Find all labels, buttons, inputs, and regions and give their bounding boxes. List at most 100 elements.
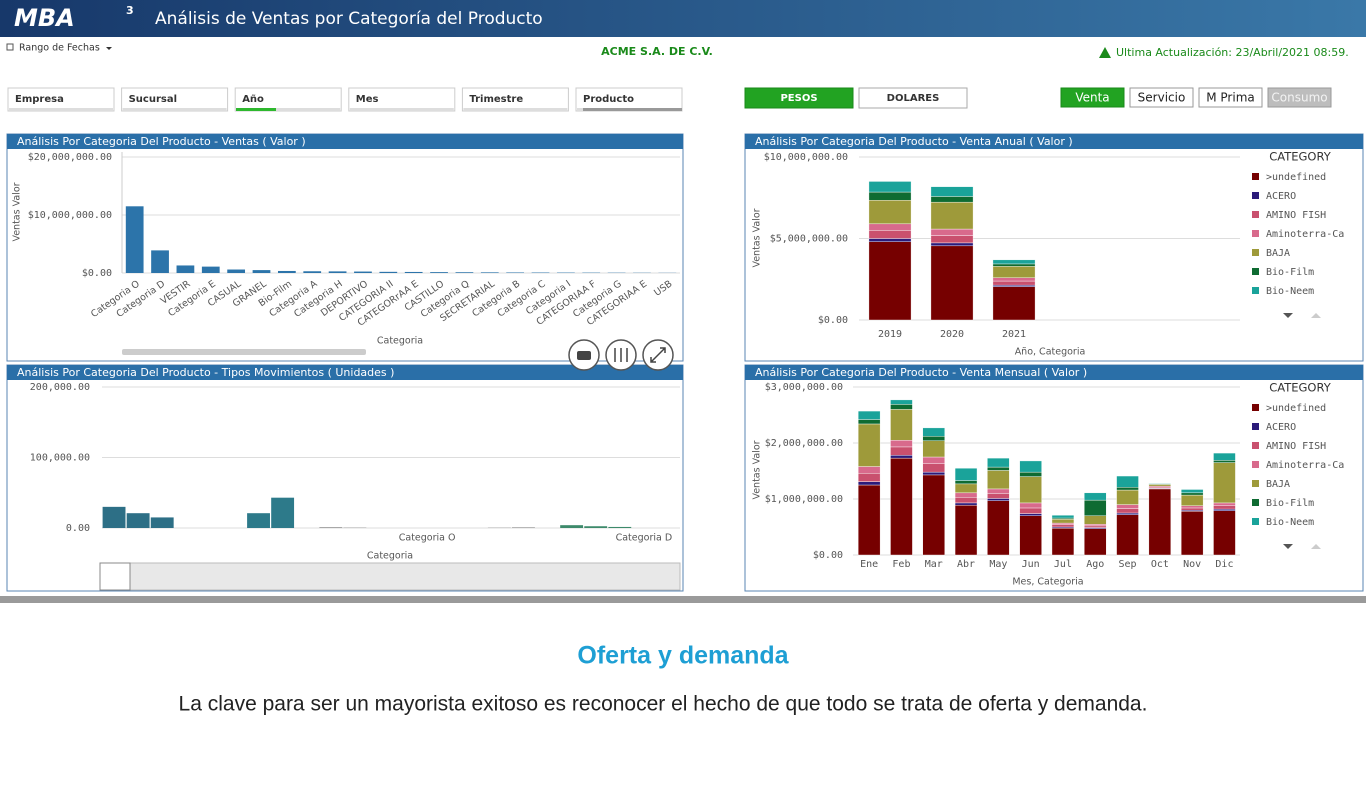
x-tick-label: Categoria O (399, 533, 456, 544)
legend-label[interactable]: AMINO FISH (1266, 441, 1326, 452)
type-label[interactable]: Servicio (1138, 91, 1186, 105)
legend-label[interactable]: Bio-Film (1266, 498, 1314, 509)
legend-label[interactable]: AMINO FISH (1266, 210, 1326, 221)
type-button[interactable] (1129, 87, 1194, 108)
filter-label[interactable]: Sucursal (129, 94, 177, 105)
legend-swatch (1252, 480, 1259, 487)
legend-label[interactable]: ACERO (1266, 422, 1296, 433)
logo: MBA (14, 4, 75, 32)
bar (608, 526, 632, 528)
icon-expand (650, 347, 666, 363)
x-axis-label: Año, Categoria (1015, 347, 1086, 358)
filter-track (463, 108, 568, 111)
bar-segment (1180, 494, 1204, 506)
legend-label[interactable]: Aminoterra-Ca (1266, 229, 1344, 240)
panel (6, 133, 684, 362)
type-label[interactable]: M Prima (1206, 91, 1255, 105)
legend-label[interactable]: Bio-Neem (1266, 286, 1314, 297)
bar-segment (868, 223, 912, 231)
bar (252, 270, 271, 273)
range-handle[interactable] (99, 562, 131, 591)
bar-segment (857, 419, 881, 425)
panel-title-bar (7, 134, 683, 149)
x-tick-label: May (989, 559, 1007, 570)
type-label[interactable]: Consumo (1271, 91, 1327, 105)
bar-segment (1116, 489, 1139, 505)
bar-segment (954, 492, 978, 498)
bar-segment (868, 199, 912, 225)
legend-swatch (1252, 173, 1259, 180)
bar-segment (922, 456, 945, 464)
y-tick-label: $2,000,000.00 (765, 438, 843, 449)
bar-segment (922, 440, 945, 458)
bar-segment (1180, 505, 1204, 509)
type-button[interactable] (1060, 87, 1125, 108)
divider (0, 596, 1366, 603)
bar-segment (922, 471, 945, 476)
x-tick-label: Sep (1119, 559, 1137, 570)
legend-label[interactable]: Bio-Film (1266, 267, 1314, 278)
bar-segment (1213, 462, 1236, 504)
legend-down[interactable] (1283, 313, 1293, 318)
bar-segment (1213, 460, 1236, 463)
currency-button[interactable] (744, 87, 854, 109)
bar-segment (1019, 502, 1042, 509)
bar-segment (987, 457, 1010, 468)
x-tick-label: Mar (925, 559, 943, 570)
currency-button[interactable] (858, 87, 968, 109)
bar-segment (954, 480, 978, 485)
bar-segment (992, 284, 1036, 287)
bar (176, 265, 195, 273)
header-title: Análisis de Ventas por Categoría del Pro… (155, 9, 543, 29)
legend-label[interactable]: BAJA (1266, 479, 1290, 490)
panel (744, 133, 1364, 362)
legend-label[interactable]: ACERO (1266, 191, 1296, 202)
type-button[interactable] (1198, 87, 1263, 108)
legend-label[interactable]: Aminoterra-Ca (1266, 460, 1344, 471)
legend-down[interactable] (1283, 544, 1293, 549)
legend-label[interactable]: >undefined (1266, 172, 1326, 183)
legend-swatch (1252, 192, 1259, 199)
y-tick-label: 0.00 (66, 523, 90, 534)
bar-segment (1180, 511, 1204, 556)
filter-label[interactable]: Año (242, 94, 264, 105)
x-tick-label: 2020 (940, 329, 964, 340)
bar-segment (987, 488, 1010, 494)
x-axis-label: Categoria (377, 336, 423, 347)
date-range[interactable]: Rango de Fechas (19, 43, 100, 54)
bar (151, 250, 169, 273)
legend-label[interactable]: >undefined (1266, 403, 1326, 414)
bar (354, 271, 372, 273)
bar-segment (890, 409, 913, 441)
currency-label[interactable]: DOLARES (887, 93, 940, 104)
bar (379, 271, 398, 273)
filter-track (122, 108, 227, 111)
legend-up[interactable] (1311, 313, 1321, 318)
filter-label[interactable]: Trimestre (469, 94, 523, 105)
bar-segment (1019, 460, 1042, 473)
type-label[interactable]: Venta (1075, 91, 1109, 105)
range-selector[interactable] (99, 562, 681, 591)
filter-label[interactable]: Producto (583, 94, 634, 105)
currency-label[interactable]: PESOS (780, 93, 817, 104)
scrollbar[interactable] (122, 349, 366, 355)
bar-segment (890, 457, 913, 556)
bar (271, 497, 295, 528)
legend-up[interactable] (1311, 544, 1321, 549)
panel-title-bar (745, 134, 1363, 149)
legend-label[interactable]: BAJA (1266, 248, 1290, 259)
legend-swatch (1252, 249, 1259, 256)
y-tick-label: $10,000,000.00 (28, 210, 112, 221)
bar-segment (1116, 475, 1139, 488)
filter-label[interactable]: Mes (356, 94, 379, 105)
filter-label[interactable]: Empresa (15, 94, 64, 105)
checkbox[interactable] (6, 43, 14, 51)
y-tick-label: $3,000,000.00 (765, 382, 843, 393)
type-button[interactable] (1267, 87, 1332, 108)
legend-label[interactable]: Bio-Neem (1266, 517, 1314, 528)
bar (150, 517, 174, 528)
bar-segment (987, 493, 1010, 499)
bar-segment (1148, 483, 1172, 485)
bar (125, 206, 144, 273)
